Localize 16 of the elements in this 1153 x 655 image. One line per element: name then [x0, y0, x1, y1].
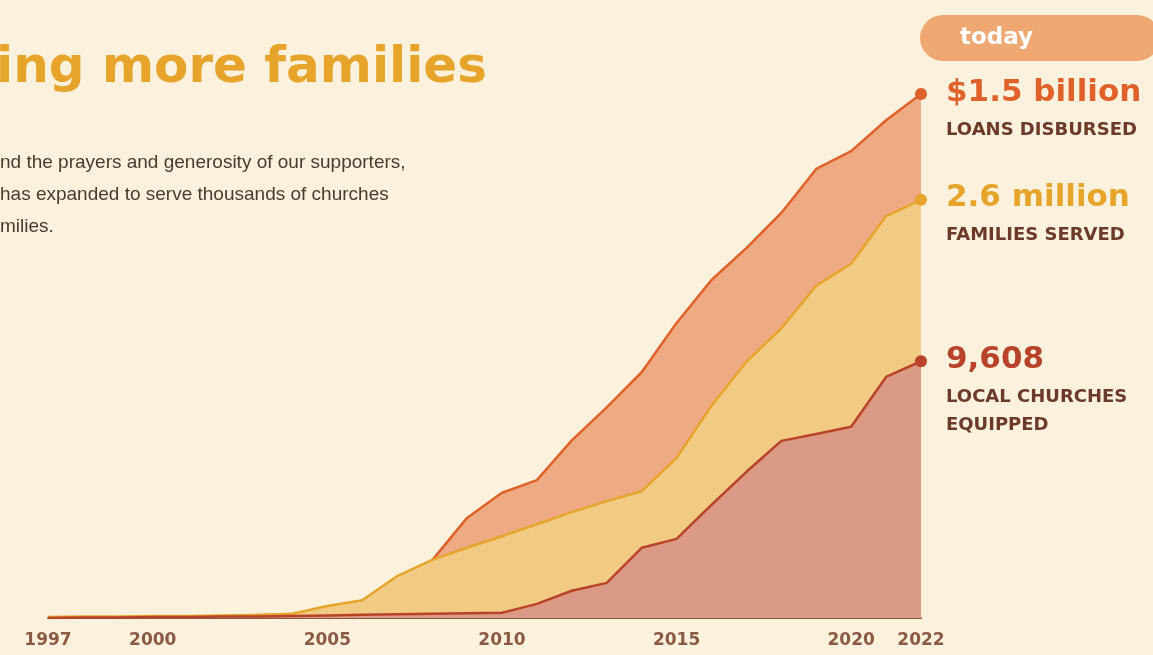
text: 2.6 million: [946, 177, 1130, 214]
x-tick-label: 1997: [24, 628, 72, 649]
x-tick-label: 2022: [897, 628, 945, 649]
text: $1.5 billion: [946, 71, 1142, 108]
x-tick-label: 2005: [303, 628, 352, 649]
text: LOANS DISBURSED: [946, 117, 1137, 139]
text: FAMILIES SERVED: [946, 223, 1125, 245]
text: LOCAL CHURCHES EQUIPPED: [946, 384, 1128, 434]
x-tick-label: 2010: [478, 628, 526, 649]
x-tick-label: 2000: [129, 628, 177, 649]
x-tick-label: 2015: [652, 628, 701, 649]
x-tick-label: 2020: [827, 628, 875, 649]
text: nd the prayers and generosity of our supporters, has expanded to serve thousands of churches milies.: [0, 150, 406, 236]
chart-title: ing more families: [0, 36, 488, 94]
text: 9,608: [946, 338, 1045, 375]
text: today: [960, 22, 1034, 49]
